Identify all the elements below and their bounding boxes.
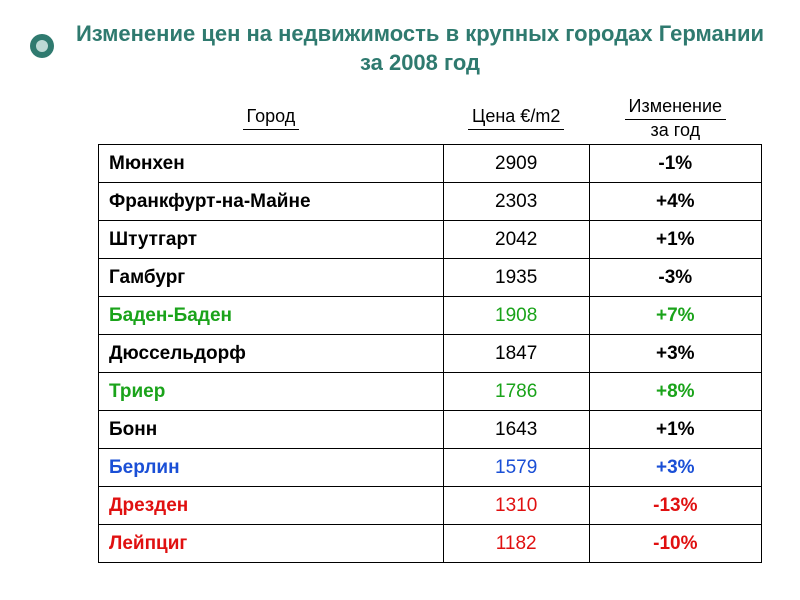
cell-price: 1579 bbox=[443, 449, 589, 487]
cell-city: Франкфурт-на-Майне bbox=[99, 183, 444, 221]
cell-city: Дрезден bbox=[99, 487, 444, 525]
table-row: Лейпциг1182-10% bbox=[99, 525, 762, 563]
col-header-change: Изменение за год bbox=[589, 92, 761, 145]
price-table: Город Цена €/m2 Изменение за год Мюнхен2… bbox=[98, 92, 762, 563]
cell-change: -3% bbox=[589, 259, 761, 297]
table-row: Триер1786+8% bbox=[99, 373, 762, 411]
cell-price: 1786 bbox=[443, 373, 589, 411]
table-row: Штутгарт2042+1% bbox=[99, 221, 762, 259]
cell-change: -13% bbox=[589, 487, 761, 525]
cell-city: Баден-Баден bbox=[99, 297, 444, 335]
cell-city: Гамбург bbox=[99, 259, 444, 297]
table-row: Мюнхен2909-1% bbox=[99, 145, 762, 183]
col-header-price-label: Цена €/m2 bbox=[468, 106, 564, 130]
table-row: Дюссельдорф1847+3% bbox=[99, 335, 762, 373]
col-header-city-label: Город bbox=[243, 106, 300, 130]
cell-change: +4% bbox=[589, 183, 761, 221]
cell-change: +8% bbox=[589, 373, 761, 411]
cell-price: 2042 bbox=[443, 221, 589, 259]
cell-price: 1310 bbox=[443, 487, 589, 525]
cell-change: +7% bbox=[589, 297, 761, 335]
table-row: Франкфурт-на-Майне2303+4% bbox=[99, 183, 762, 221]
cell-price: 2303 bbox=[443, 183, 589, 221]
cell-price: 1182 bbox=[443, 525, 589, 563]
cell-price: 1643 bbox=[443, 411, 589, 449]
table-row: Бонн1643+1% bbox=[99, 411, 762, 449]
cell-city: Лейпциг bbox=[99, 525, 444, 563]
table-row: Гамбург1935-3% bbox=[99, 259, 762, 297]
cell-change: -1% bbox=[589, 145, 761, 183]
cell-change: +3% bbox=[589, 449, 761, 487]
col-header-change-line2: за год bbox=[651, 120, 701, 140]
cell-change: -10% bbox=[589, 525, 761, 563]
cell-change: +1% bbox=[589, 411, 761, 449]
table-row: Баден-Баден1908+7% bbox=[99, 297, 762, 335]
price-table-container: Город Цена €/m2 Изменение за год Мюнхен2… bbox=[98, 92, 762, 563]
cell-city: Дюссельдорф bbox=[99, 335, 444, 373]
page-title: Изменение цен на недвижимость в крупных … bbox=[70, 20, 770, 77]
table-header-row: Город Цена €/m2 Изменение за год bbox=[99, 92, 762, 145]
cell-price: 1847 bbox=[443, 335, 589, 373]
col-header-change-line1: Изменение bbox=[625, 96, 727, 120]
cell-price: 2909 bbox=[443, 145, 589, 183]
cell-price: 1908 bbox=[443, 297, 589, 335]
cell-city: Бонн bbox=[99, 411, 444, 449]
slide-bullet-icon bbox=[28, 32, 56, 60]
cell-city: Триер bbox=[99, 373, 444, 411]
cell-price: 1935 bbox=[443, 259, 589, 297]
cell-city: Берлин bbox=[99, 449, 444, 487]
cell-city: Штутгарт bbox=[99, 221, 444, 259]
table-row: Берлин1579+3% bbox=[99, 449, 762, 487]
col-header-city: Город bbox=[99, 92, 444, 145]
cell-change: +1% bbox=[589, 221, 761, 259]
cell-city: Мюнхен bbox=[99, 145, 444, 183]
table-row: Дрезден1310-13% bbox=[99, 487, 762, 525]
cell-change: +3% bbox=[589, 335, 761, 373]
col-header-price: Цена €/m2 bbox=[443, 92, 589, 145]
